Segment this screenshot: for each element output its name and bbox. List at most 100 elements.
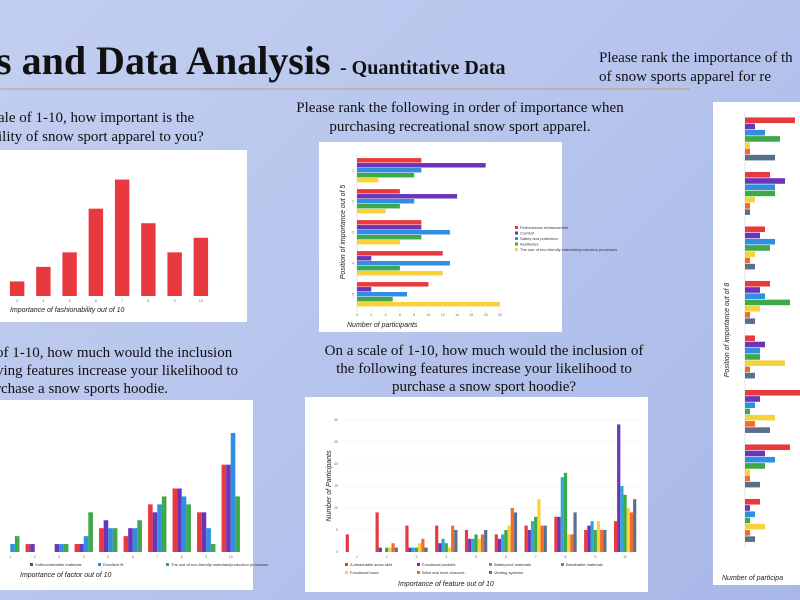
bar xyxy=(745,505,750,511)
x-tick-label: 4 xyxy=(445,555,447,559)
chart-question: ility of snow sport apparel to you? xyxy=(0,129,204,145)
x-tick-label: 4 xyxy=(42,299,44,303)
bar xyxy=(596,521,601,552)
bar xyxy=(626,508,630,552)
legend-swatch xyxy=(417,563,420,566)
bar xyxy=(108,528,113,552)
bar xyxy=(745,523,765,530)
x-tick-label: 8 xyxy=(147,299,149,303)
bar xyxy=(357,287,372,292)
bar xyxy=(745,530,750,536)
chart-panel xyxy=(305,397,648,592)
legend-label: Excellent fit xyxy=(103,562,124,567)
bar xyxy=(560,477,564,552)
bar xyxy=(357,292,408,297)
x-tick-label: 5 xyxy=(107,555,109,559)
legend-label: Performance enhancement xyxy=(520,225,569,230)
legend-swatch xyxy=(417,571,420,574)
bar xyxy=(745,257,750,264)
bar xyxy=(30,544,35,552)
bar xyxy=(357,189,400,194)
bar xyxy=(10,544,15,552)
bar xyxy=(745,136,780,142)
bar xyxy=(375,512,379,552)
x-tick-label: 8 xyxy=(413,313,415,317)
x-tick-label: 12 xyxy=(441,313,445,317)
bar xyxy=(357,203,400,209)
bar xyxy=(79,544,84,552)
x-tick-label: 4 xyxy=(385,313,387,317)
bar xyxy=(114,179,130,296)
bar xyxy=(59,544,64,552)
x-tick-label: 6 xyxy=(399,313,401,317)
bar xyxy=(345,534,349,552)
bar xyxy=(177,488,182,552)
legend-swatch xyxy=(489,563,492,566)
bar xyxy=(745,389,800,396)
bar xyxy=(471,538,475,552)
bar xyxy=(88,512,93,552)
legend-swatch xyxy=(345,563,348,566)
bar xyxy=(745,251,755,257)
bar xyxy=(141,223,156,296)
bar xyxy=(197,512,202,552)
chart-question: of 1-10, how much would the inclusion xyxy=(0,345,233,361)
bar xyxy=(745,402,755,409)
y-tick-label: 2 xyxy=(352,200,354,204)
y-axis-label: Position of importance out of 8 xyxy=(724,283,731,378)
x-tick-label: 18 xyxy=(484,313,488,317)
bar xyxy=(62,252,77,296)
y-tick-label: 3 xyxy=(352,231,354,235)
bar xyxy=(357,168,422,173)
bar xyxy=(201,512,207,552)
bar xyxy=(357,230,450,235)
bar xyxy=(745,129,765,136)
bar xyxy=(745,305,760,312)
bar xyxy=(554,516,558,552)
chart-question: Please rank the importance of th xyxy=(599,50,793,66)
chart-question: Please rank the following in order of im… xyxy=(296,100,624,116)
x-tick-label: 5 xyxy=(69,299,71,303)
bar xyxy=(435,525,439,552)
legend-swatch xyxy=(515,242,518,246)
bar xyxy=(88,208,104,296)
bar xyxy=(112,528,118,552)
bar xyxy=(510,508,514,552)
bar xyxy=(629,512,634,552)
x-tick-label: 10 xyxy=(199,299,203,303)
bar xyxy=(83,536,89,552)
bar xyxy=(540,525,544,552)
y-axis-label: Position of importance out of 5 xyxy=(340,185,347,280)
x-tick-label: 8 xyxy=(181,555,183,559)
bar xyxy=(745,481,760,488)
legend-label: The use of eco-friendly materials/produc… xyxy=(520,247,617,252)
bar xyxy=(357,225,422,230)
bar xyxy=(103,520,109,552)
bar xyxy=(444,543,448,552)
y-axis-label: Number of Participants xyxy=(326,450,333,522)
bar xyxy=(745,209,750,215)
bar xyxy=(421,538,425,552)
x-tick-label: 2 xyxy=(34,555,36,559)
bar xyxy=(570,534,574,552)
bar xyxy=(513,512,518,552)
bar xyxy=(587,525,591,552)
bar xyxy=(593,530,597,552)
x-tick-label: 2 xyxy=(386,555,388,559)
x-tick-label: 10 xyxy=(229,555,233,559)
bar xyxy=(745,421,755,427)
bar xyxy=(468,538,472,552)
bar xyxy=(357,251,443,256)
bar xyxy=(745,456,775,463)
legend-label: Functional pockets xyxy=(422,562,455,567)
x-tick-label: 6 xyxy=(95,299,97,303)
bar xyxy=(633,499,637,552)
bar xyxy=(745,123,755,130)
chart-question: purchase a snow sport hoodie? xyxy=(392,379,576,395)
bar xyxy=(378,547,382,552)
bar xyxy=(745,396,760,402)
bar xyxy=(617,424,621,552)
bar xyxy=(745,360,785,366)
